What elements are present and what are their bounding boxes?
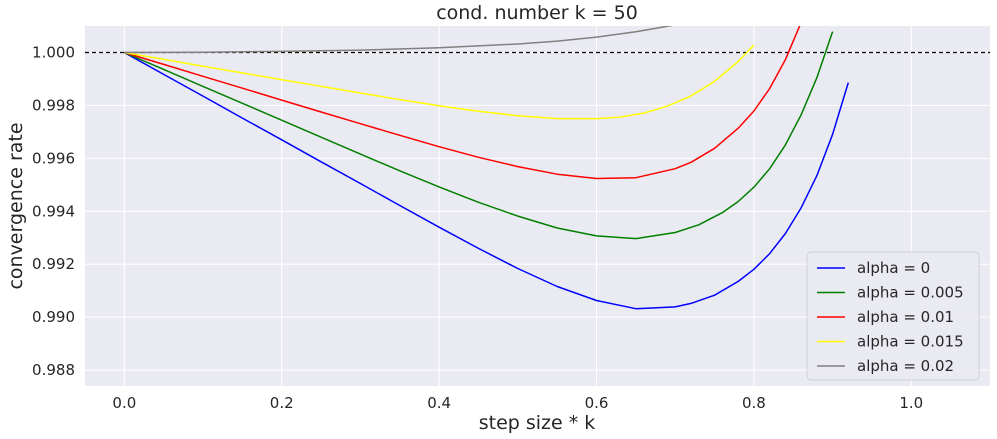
legend-box [806,251,980,381]
y-tick-label: 0.996 [32,149,75,167]
y-tick-label: 0.998 [32,96,75,114]
series-lines [123,26,850,310]
x-tick-label: 0.2 [270,394,294,412]
legend: alpha = 0 alpha = 0.005 alpha = 0.01 alpha … [806,251,980,381]
x-axis-title: step size * k [479,412,596,434]
series-line-alpha-0 [123,51,850,310]
x-tick-label: 1.0 [899,394,923,412]
legend-label: alpha = 0 [857,259,930,277]
legend-label: alpha = 0.01 [857,308,954,326]
y-tick-label: 0.994 [32,202,75,220]
x-tick-label: 0.0 [112,394,136,412]
chart-title: cond. number k = 50 [436,2,638,24]
legend-label: alpha = 0.005 [857,284,964,302]
series-line-alpha-0-01 [124,26,801,180]
x-tick-label: 0.8 [742,394,766,412]
x-tick-label: 0.6 [585,394,609,412]
series-line-alpha-0-02 [124,26,674,54]
legend-label: alpha = 0.015 [857,333,964,351]
y-tick-label: 0.988 [32,361,75,379]
y-axis-title: convergence rate [5,122,27,289]
x-tick-label: 0.4 [427,394,451,412]
legend-label: alpha = 0.02 [857,357,954,375]
series-line-alpha-0-015 [124,44,755,120]
y-tick-label: 1.000 [32,43,75,61]
x-tick-labels: 0.0 0.2 0.4 0.6 0.8 1.0 [112,394,923,412]
series-line-alpha-0-005 [124,31,834,240]
y-tick-label: 0.990 [32,308,75,326]
y-tick-label: 0.992 [32,255,75,273]
y-tick-labels: 0.988 0.990 0.992 0.994 0.996 0.998 1.000 [32,43,75,379]
